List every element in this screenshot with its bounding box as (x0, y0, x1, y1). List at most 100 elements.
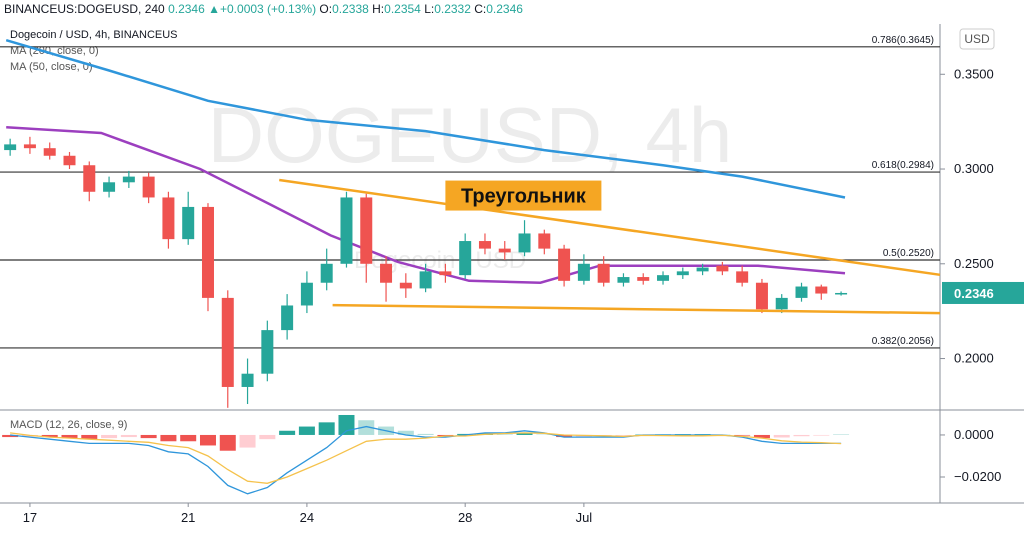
change-arrow: ▲ (208, 2, 220, 16)
x-tick-label: 17 (23, 510, 37, 525)
candle-body (558, 248, 571, 281)
candle-body (755, 282, 768, 310)
candle-body (142, 176, 155, 198)
histogram-bar (397, 430, 414, 435)
candle-body (676, 271, 689, 276)
histogram-bar (615, 434, 632, 436)
histogram-bar (199, 434, 216, 446)
candle-body (122, 176, 135, 183)
histogram-bar (279, 430, 296, 435)
candle-body (459, 241, 472, 276)
ohlc-key: O: (319, 2, 332, 16)
candle-body (300, 282, 313, 306)
y-tick-label: 0.2000 (954, 351, 994, 366)
moving-average (5, 39, 846, 199)
price-label: 0.2346 (954, 286, 994, 301)
currency: USD (964, 32, 990, 46)
trendline (279, 178, 941, 277)
candle-body (637, 277, 650, 281)
candle-body (4, 144, 17, 151)
candle-body (795, 286, 808, 298)
candle-body (597, 263, 610, 283)
histogram-bar (239, 434, 256, 448)
candle-body (478, 241, 491, 249)
macd-title: MACD (12, 26, close, 9) (10, 419, 127, 431)
chart-title: Dogecoin / USD, 4h, BINANCEUS (10, 29, 178, 41)
histogram-bar (140, 434, 157, 439)
candle-body (835, 292, 848, 295)
fib-label: 0.786(0.3645) (872, 35, 934, 46)
candle-body (320, 263, 333, 283)
ohlc-value: 0.2354 (384, 2, 421, 16)
candle-body (201, 206, 214, 298)
y-tick-label: −0.0200 (954, 469, 1001, 484)
candle-body (399, 282, 412, 289)
candle-body (360, 197, 373, 264)
x-tick-label: Jul (576, 510, 593, 525)
candle-body (696, 267, 709, 272)
histogram-bar (773, 434, 790, 438)
fib-label: 0.382(0.2056) (872, 336, 934, 347)
candle-body (182, 206, 195, 240)
candle-body (439, 271, 452, 276)
currency-box[interactable] (959, 28, 995, 50)
ohlc-key: H: (372, 2, 384, 16)
fib-label: 0.618(0.2984) (872, 160, 934, 171)
x-tick-label: 24 (300, 510, 314, 525)
watermark-text: DOGEUSD, 4h (208, 91, 732, 179)
candle-body (657, 275, 670, 281)
last-price: 0.2346 (168, 2, 205, 16)
histogram-bar (61, 434, 78, 439)
histogram-bar (298, 426, 315, 435)
candle-body (577, 263, 590, 281)
histogram-bar (417, 433, 434, 435)
candle-body (261, 330, 274, 374)
candle-body (775, 297, 788, 310)
candle-body (340, 197, 353, 264)
candle-body (498, 248, 511, 253)
header: BINANCEUS:DOGEUSD, 240 0.2346 ▲+0.0003 (… (4, 2, 523, 16)
candle-body (281, 305, 294, 331)
candle-body (617, 277, 630, 283)
candle-body (83, 165, 96, 192)
histogram-bar (259, 434, 276, 440)
histogram-bar (358, 420, 375, 435)
y-tick-label: 0.0000 (954, 427, 994, 442)
annotation-box (445, 180, 602, 211)
y-tick-label: 0.2500 (954, 256, 994, 271)
candle-body (43, 148, 56, 156)
watermark: DOGEUSD, 4h Dogecoin / USD (208, 91, 732, 274)
candle-body (716, 265, 729, 272)
annotation: Треугольник (461, 186, 587, 208)
histogram-bar (496, 434, 513, 435)
candle-body (380, 263, 393, 283)
candle-body (221, 297, 234, 387)
candle-body (23, 144, 36, 149)
candle-body (241, 373, 254, 387)
candle-body (736, 271, 749, 283)
histogram-bar (813, 434, 830, 436)
ohlc-key: L: (424, 2, 434, 16)
y-tick-label: 0.3500 (954, 66, 994, 81)
price-label-box (942, 281, 1024, 304)
fib-label: 0.5(0.2520) (883, 248, 934, 259)
histogram-bar (41, 434, 58, 438)
candle-body (162, 197, 175, 240)
macd-line (10, 425, 842, 495)
macd-line (10, 432, 842, 484)
symbol: BINANCEUS:DOGEUSD, 240 (4, 2, 165, 16)
ohlc-key: C: (474, 2, 486, 16)
histogram-bar (160, 434, 177, 442)
histogram-bar (318, 422, 335, 435)
ohlc-value: 0.2332 (434, 2, 471, 16)
moving-average (6, 126, 846, 284)
histogram-bar (2, 434, 19, 438)
histogram-bar (101, 434, 118, 439)
candle-body (63, 155, 76, 166)
candle-body (419, 271, 432, 289)
histogram-bar (81, 434, 98, 440)
histogram-bar (753, 434, 770, 439)
change: +0.0003 (+0.13%) (220, 2, 316, 16)
candle-body (815, 286, 828, 294)
